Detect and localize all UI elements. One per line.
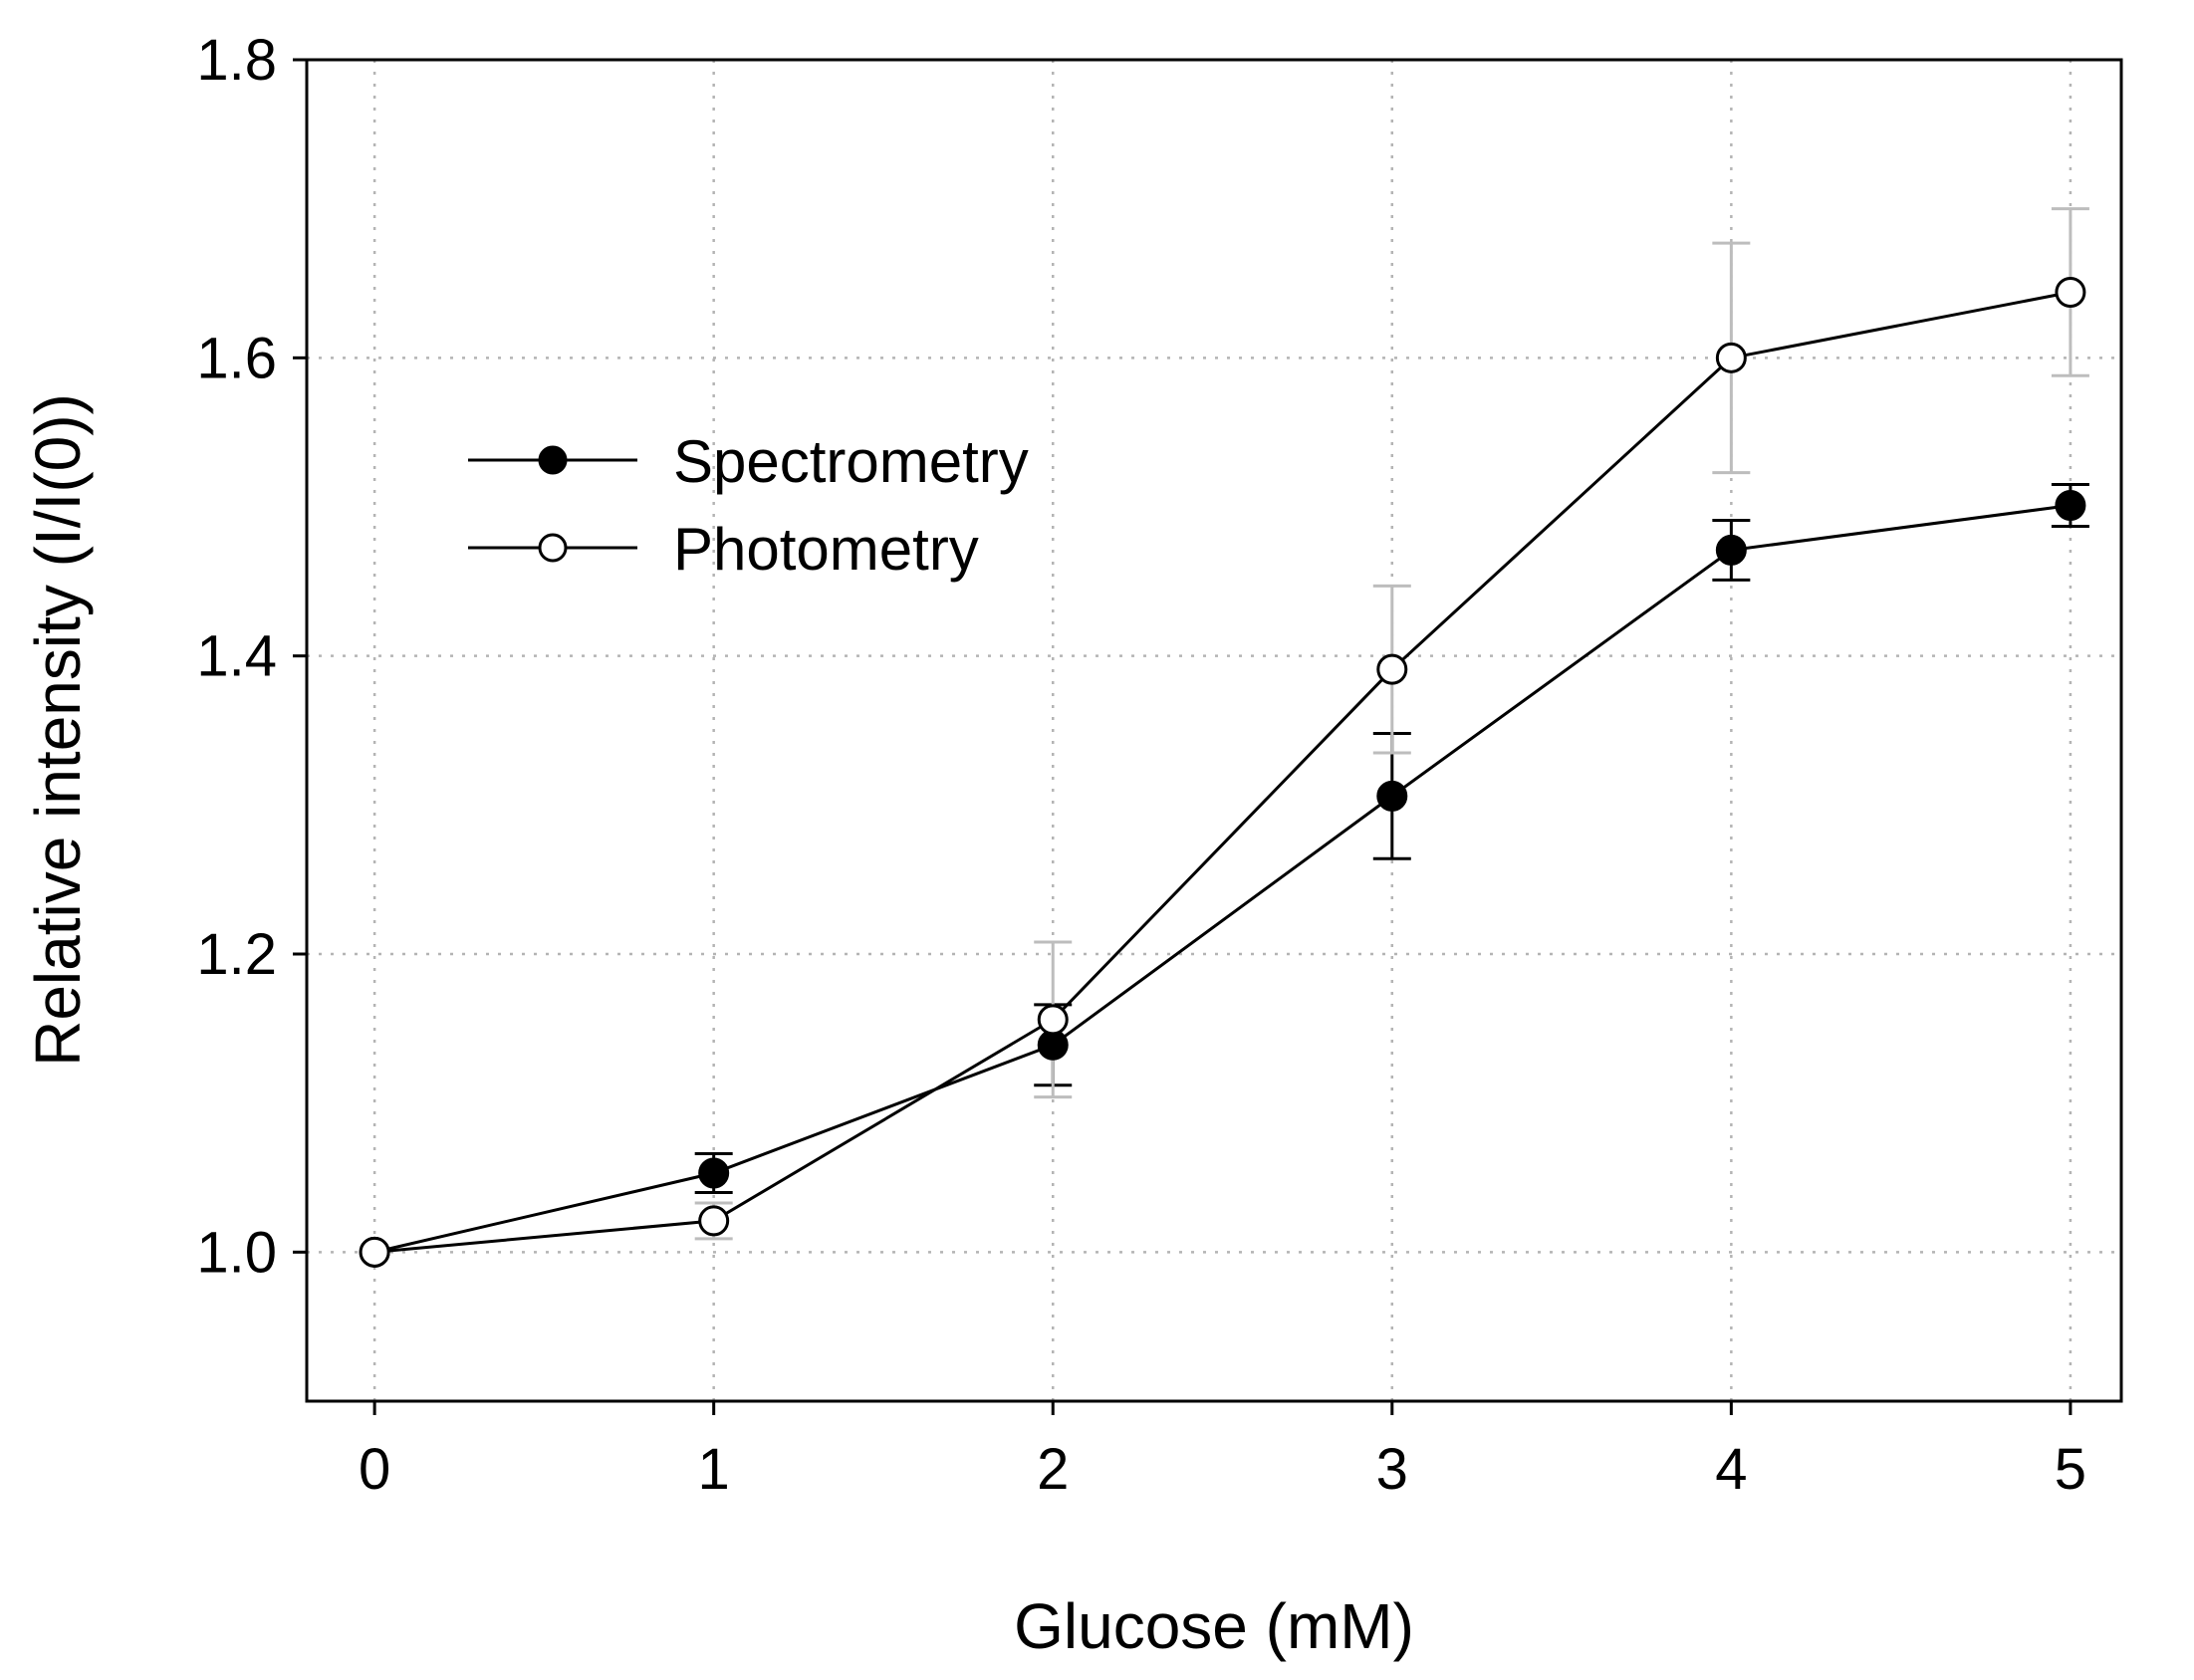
x-tick-label: 0 — [359, 1437, 390, 1502]
y-axis-title: Relative intensity (I/I(0)) — [22, 393, 94, 1067]
data-point-photometry — [1715, 342, 1747, 373]
legend-marker-spectrometry — [538, 445, 568, 475]
errorbar-layer — [694, 207, 2089, 1241]
x-tick-label: 2 — [1037, 1437, 1069, 1502]
legend: Spectrometry Photometry — [468, 428, 1029, 583]
series-line-photometry — [373, 291, 2072, 1254]
legend-label-photometry: Photometry — [673, 516, 979, 583]
data-point-spectrometry — [2055, 490, 2086, 522]
plot-frame — [305, 58, 2123, 1403]
y-tick-label: 1.2 — [196, 922, 277, 987]
marker-layer — [359, 276, 2086, 1268]
legend-label-spectrometry: Spectrometry — [673, 428, 1029, 495]
data-point-spectrometry — [1715, 534, 1747, 566]
series-line-spectrometry — [373, 504, 2072, 1254]
x-tick-label: 1 — [698, 1437, 730, 1502]
x-tick-label: 5 — [2055, 1437, 2086, 1502]
data-point-spectrometry — [698, 1157, 730, 1189]
data-point-photometry — [2055, 276, 2086, 308]
data-point-photometry — [359, 1236, 390, 1268]
data-point-photometry — [698, 1205, 730, 1237]
y-tick-label: 1.4 — [196, 624, 277, 689]
y-tick-label: 1.6 — [196, 326, 277, 390]
y-tick-label: 1.0 — [196, 1220, 277, 1285]
x-tick-label: 4 — [1715, 1437, 1747, 1502]
x-axis-title: Glucose (mM) — [1014, 1590, 1414, 1662]
data-point-photometry — [1037, 1004, 1069, 1036]
y-tick-label: 1.8 — [196, 28, 277, 93]
tick-layer: 0 1 2 3 4 5 1.0 1.2 1.4 1.6 1.8 — [196, 28, 2086, 1502]
data-point-spectrometry — [1376, 780, 1408, 812]
grid-layer — [307, 58, 2121, 1401]
series-line-layer — [373, 291, 2072, 1254]
legend-marker-photometry — [538, 533, 568, 563]
x-tick-label: 3 — [1376, 1437, 1408, 1502]
data-point-photometry — [1376, 653, 1408, 685]
data-point-spectrometry — [1037, 1029, 1069, 1061]
